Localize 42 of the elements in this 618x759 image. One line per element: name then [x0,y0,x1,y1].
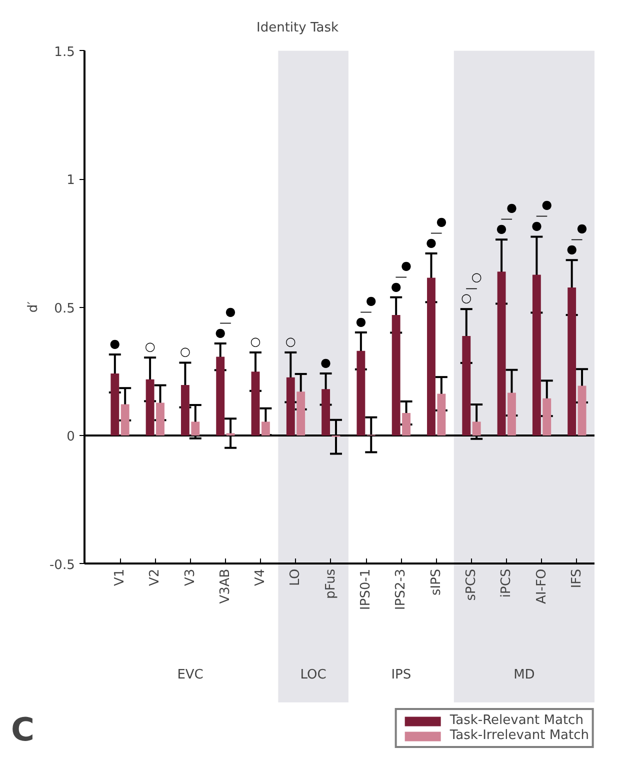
y-tick-label: 0.5 [54,301,75,316]
annotation: ● [225,304,236,318]
chart-title: Identity Task [256,20,339,36]
x-tick-label: V4 [253,568,268,586]
text: C [11,710,35,748]
text: IPS [391,667,412,682]
x-tick-label: pFus [323,568,338,599]
y-tick-label: -0.5 [49,558,75,573]
x-tick-label: sIPS [428,568,444,596]
legend-label: Task-Relevant Match [450,713,584,728]
annotation: ● [320,355,332,370]
annotation: ● [401,258,412,272]
annotation: ● [436,214,447,228]
x-tick-label: IPS2-3 [394,568,409,610]
annotation: ● [356,314,366,328]
band-label: LOC [300,667,326,682]
x-tick-label: IFS [569,568,584,588]
x-tick-label: V1 [112,568,128,586]
y-tick-label: 1.5 [54,44,75,60]
annotation: ● [215,325,226,340]
annotation: ○ [144,340,156,354]
x-tick-label: V3AB [218,568,233,604]
y-tick-label: 1 [66,173,75,188]
annotation: ● [426,235,436,250]
y-tick-label: 0 [66,430,75,445]
x-tick-label: IPS0-1 [358,568,374,610]
legend-label: Task-Irrelevant Match [450,728,589,743]
y-axis-title: d′ [26,301,42,313]
band-label: MD [514,667,535,682]
x-tick-label: LO [288,568,304,586]
annotation: ○ [250,334,261,348]
annotation: ○ [285,334,296,348]
annotation: ○ [180,344,190,359]
x-tick-label: AI-FO [534,568,550,604]
text: EVC [177,667,204,682]
x-tick-label: sPCS [464,568,479,601]
annotation: ● [366,293,376,308]
x-tick-label: V3 [182,568,198,586]
x-tick-label: V2 [148,568,163,586]
annotation: ● [390,279,402,294]
x-tick-label: iPCS [499,568,514,598]
annotation: ● [110,336,120,350]
